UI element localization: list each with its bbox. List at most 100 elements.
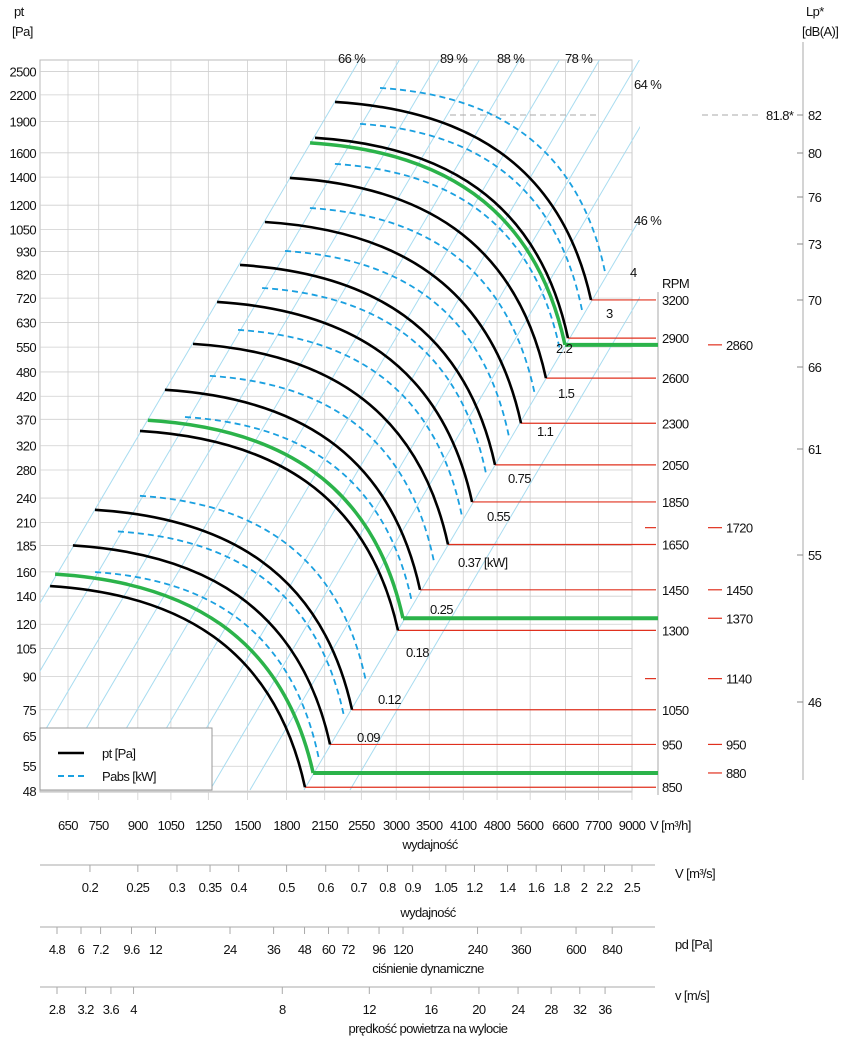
x-tick-label: 900 [128, 818, 148, 833]
scale-tick-label: 6 [78, 942, 85, 957]
scale-tick-label: 9.6 [123, 942, 140, 957]
pressure-curve-1850 [216, 300, 474, 503]
rpm-label: 1850 [662, 495, 689, 510]
scale-tick-label: 72 [341, 942, 355, 957]
legend: pt [Pa] Pabs [kW] [39, 727, 213, 791]
power-curve-1650 [237, 328, 463, 517]
y-tick-label: 105 [16, 642, 36, 657]
power-label: 0.75 [508, 471, 531, 486]
y-tick-label: 185 [16, 538, 36, 553]
lp-tick-label: 66 [808, 360, 822, 375]
labels: 2500220019001600140012001050930820720630… [9, 51, 822, 1036]
scale-tick-label: 32 [573, 1002, 587, 1017]
power-label: 0.18 [406, 645, 429, 660]
lp-tick-label: 46 [808, 695, 822, 710]
rpm-label: 950 [662, 737, 682, 752]
scale-unit: pd [Pa] [675, 937, 712, 952]
scale-tick-label: 24 [223, 942, 237, 957]
lp-tick-label: 55 [808, 548, 822, 563]
rpm-label: 1050 [662, 703, 689, 718]
scale-tick-label: 1.2 [466, 880, 483, 895]
scale-tick-label: 0.8 [379, 880, 396, 895]
scale-tick-label: 4.8 [49, 942, 66, 957]
pressure-curve-1650 [192, 342, 450, 545]
scale-tick-label: 2.2 [596, 880, 613, 895]
y-tick-label: 320 [16, 439, 36, 454]
power-curve-1850 [262, 287, 487, 475]
scale-tick-label: 0.9 [405, 880, 422, 895]
efficiency-label: 88 % [497, 51, 525, 66]
power-curve-950 [117, 530, 345, 717]
y-tick-label: 160 [16, 565, 36, 580]
efficiency-line [40, 60, 440, 740]
x-tick-label: 1050 [158, 818, 185, 833]
scale-unit: V [m³/s] [675, 866, 715, 881]
y-tick-label: 1400 [9, 170, 36, 185]
y-tick-label: 1200 [9, 198, 36, 213]
scale-tick-label: 24 [511, 1002, 525, 1017]
scale-tick-label: 0.2 [82, 880, 99, 895]
power-label: 1.1 [537, 424, 554, 439]
legend-label-pabs: Pabs [kW] [102, 769, 156, 784]
scale-tick-label: 1.4 [499, 880, 516, 895]
scale-tick-label: 4 [130, 1002, 137, 1017]
y-tick-label: 210 [16, 515, 36, 530]
y-tick-label: 820 [16, 267, 36, 282]
pressure-curve-1450 [164, 388, 422, 591]
scale-tick-label: 360 [511, 942, 531, 957]
scale-tick-label: 0.5 [278, 880, 295, 895]
rpm-alt-label: 1450 [726, 583, 753, 598]
x-tick-label: 3500 [416, 818, 443, 833]
rpm-alt-label: 1720 [726, 521, 753, 536]
scale-tick-label: 120 [393, 942, 413, 957]
pressure-curve-2900 [314, 136, 570, 339]
x-tick-label: 4800 [484, 818, 511, 833]
y-tick-label: 280 [16, 463, 36, 478]
rpm-alt-label: 880 [726, 766, 746, 781]
x-tick-label: 750 [89, 818, 109, 833]
rpm-label: 1300 [662, 623, 689, 638]
scale-tick-label: 16 [424, 1002, 438, 1017]
power-curve-1450 [209, 374, 435, 562]
power-label: 1.5 [558, 386, 575, 401]
pressure-curve-1370 [147, 418, 405, 619]
efficiency-line [209, 60, 640, 791]
lp-axis-label: Lp* [806, 4, 824, 19]
x-tick-label: 650 [58, 818, 78, 833]
scale-tick-label: 8 [279, 1002, 286, 1017]
efficiency-line [49, 60, 480, 791]
y-tick-label: 1600 [9, 146, 36, 161]
rpm-label: 2300 [662, 416, 689, 431]
lp-axis-unit: [dB(A)] [802, 24, 838, 39]
scale-tick-label: 12 [363, 1002, 377, 1017]
y-tick-label: 240 [16, 491, 36, 506]
efficiency-line [349, 296, 640, 791]
power-curve-850 [95, 571, 320, 760]
rpm-label: 850 [662, 780, 682, 795]
power-label: 0.09 [357, 730, 380, 745]
scale-tick-label: 12 [149, 942, 163, 957]
x-tick-label: 1800 [273, 818, 300, 833]
scale-tick-label: 1.05 [434, 880, 457, 895]
scale-tick-label: 28 [545, 1002, 559, 1017]
x-tick-label: 1500 [234, 818, 261, 833]
x-axis-unit: V [m³/h] [650, 818, 691, 833]
scale-tick-label: 3.2 [78, 1002, 95, 1017]
y-tick-label: 420 [16, 389, 36, 404]
pressure-curve-950 [72, 544, 332, 745]
x-tick-label: 5600 [517, 818, 544, 833]
y-tick-label: 75 [23, 703, 37, 718]
y-tick-label: 1900 [9, 115, 36, 130]
legend-label-pt: pt [Pa] [102, 746, 135, 761]
scale-tick-label: 60 [322, 942, 336, 957]
lp-tick-label: 76 [808, 190, 822, 205]
lp-tick-label: 70 [808, 293, 822, 308]
rpm-label: 1650 [662, 537, 689, 552]
efficiency-label: 89 % [440, 51, 468, 66]
scale-tick-label: 0.6 [318, 880, 335, 895]
lp-tick-label: 73 [808, 237, 822, 252]
curves [50, 87, 722, 788]
rpm-label: 2050 [662, 458, 689, 473]
power-curve-3200 [379, 87, 606, 273]
